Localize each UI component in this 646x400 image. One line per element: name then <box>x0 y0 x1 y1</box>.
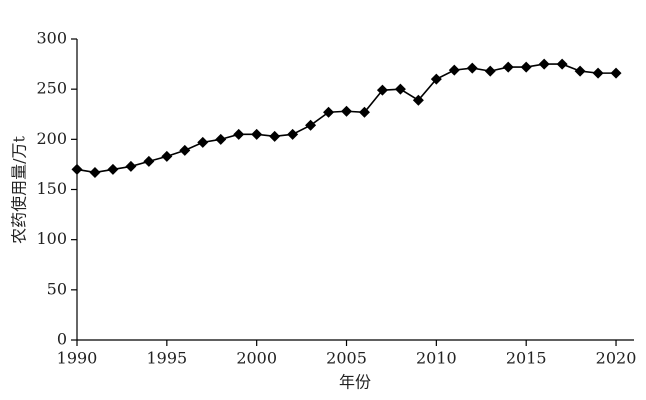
x-tick-label: 2010 <box>416 349 457 368</box>
marker <box>89 166 101 178</box>
marker <box>197 136 209 148</box>
marker <box>592 67 604 79</box>
marker <box>107 163 119 175</box>
y-tick-label: 300 <box>36 29 67 48</box>
y-axis-label: 农药使用量/万t <box>10 136 29 244</box>
marker <box>484 65 496 77</box>
marker <box>71 163 83 175</box>
marker <box>520 61 532 73</box>
marker <box>358 106 370 118</box>
marker <box>179 144 191 156</box>
x-tick-label: 2000 <box>236 349 277 368</box>
marker <box>161 150 173 162</box>
marker <box>448 64 460 76</box>
x-tick-label: 2020 <box>596 349 637 368</box>
x-tick-label: 1990 <box>57 349 98 368</box>
y-tick-label: 50 <box>47 279 67 298</box>
y-tick-label: 150 <box>36 179 67 198</box>
marker <box>556 58 568 70</box>
marker <box>430 73 442 85</box>
marker <box>323 106 335 118</box>
marker <box>412 94 424 106</box>
marker <box>215 133 227 145</box>
marker <box>466 62 478 74</box>
y-tick-label: 100 <box>36 229 67 248</box>
marker <box>251 128 263 140</box>
y-tick-label: 200 <box>36 129 67 148</box>
marker <box>502 61 514 73</box>
marker <box>341 105 353 117</box>
marker <box>143 155 155 167</box>
marker <box>574 65 586 77</box>
marker <box>610 67 622 79</box>
marker <box>125 160 137 172</box>
x-tick-label: 2015 <box>506 349 547 368</box>
y-tick-label: 0 <box>57 330 67 349</box>
y-tick-label: 250 <box>36 79 67 98</box>
x-tick-label: 1995 <box>146 349 187 368</box>
marker <box>538 58 550 70</box>
marker <box>376 84 388 96</box>
marker <box>269 130 281 142</box>
x-tick-label: 2005 <box>326 349 367 368</box>
marker <box>305 119 317 131</box>
marker <box>233 128 245 140</box>
marker <box>287 128 299 140</box>
line <box>76 63 617 174</box>
x-axis-label: 年份 <box>339 373 371 392</box>
marker <box>394 83 406 95</box>
